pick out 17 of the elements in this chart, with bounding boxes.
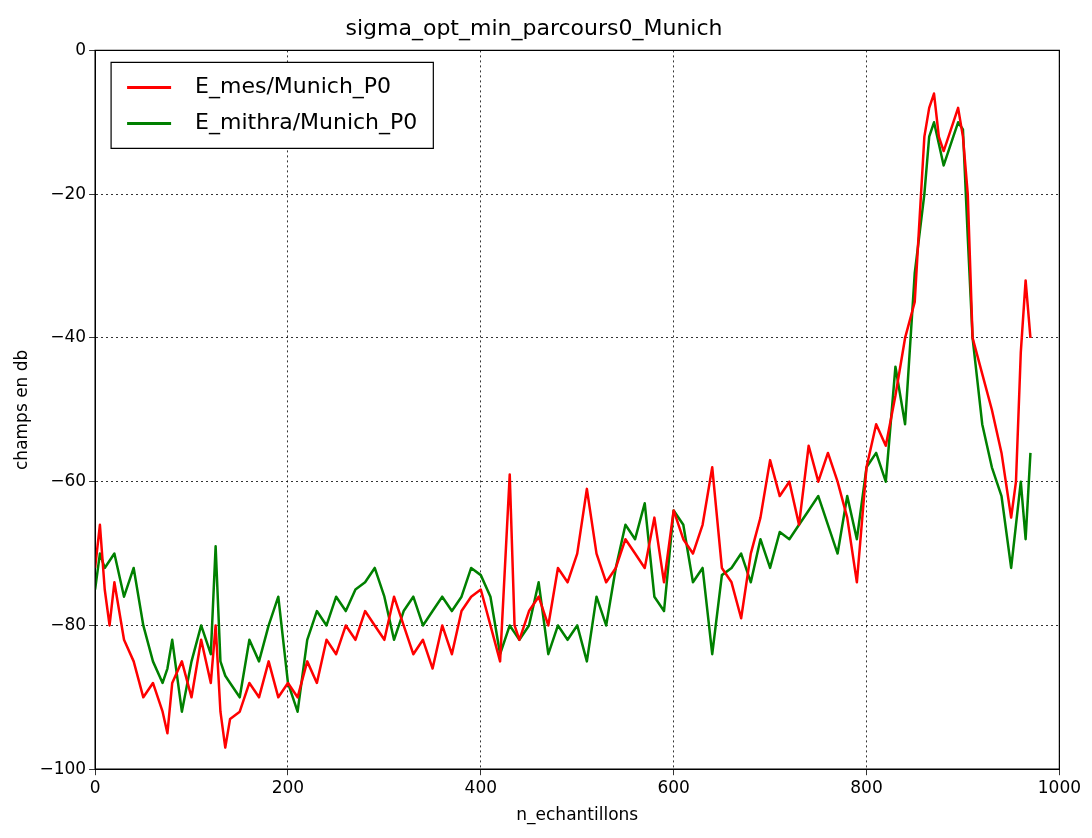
chart-title: sigma_opt_min_parcours0_Munich xyxy=(345,14,723,41)
legend-label: E_mes/Munich_P0 xyxy=(195,73,392,100)
y-axis-title: champs en db xyxy=(10,349,31,470)
y-tick-label: 0 xyxy=(75,38,87,59)
x-tick-label: 800 xyxy=(850,776,883,797)
y-tick-label: −80 xyxy=(50,613,87,634)
y-tick-label: −60 xyxy=(50,470,87,491)
y-tick-label: −40 xyxy=(50,326,87,347)
y-tick-label: −100 xyxy=(39,757,87,778)
x-tick-label: 1000 xyxy=(1037,776,1081,797)
x-tick-label: 200 xyxy=(271,776,305,797)
y-tick-label: −20 xyxy=(50,182,87,203)
x-axis-title: n_echantillons xyxy=(516,804,639,826)
legend-label: E_mithra/Munich_P0 xyxy=(195,109,418,136)
x-tick-label: 400 xyxy=(464,776,498,797)
x-tick-label: 0 xyxy=(89,776,101,797)
x-tick-label: 600 xyxy=(657,776,690,797)
